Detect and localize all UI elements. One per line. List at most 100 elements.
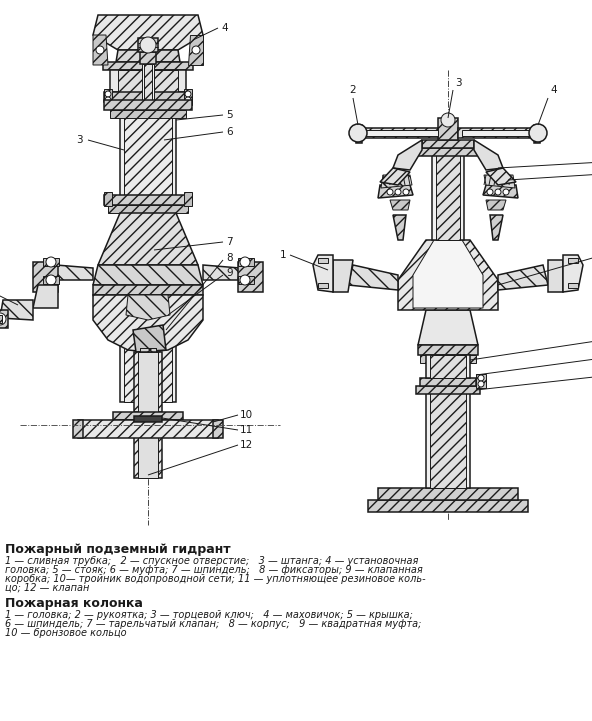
Bar (362, 130, 438, 136)
Polygon shape (313, 255, 333, 292)
Circle shape (240, 257, 250, 267)
Bar (430, 390, 466, 488)
Circle shape (185, 91, 191, 97)
Bar (0, 310, 8, 328)
Bar (138, 352, 158, 412)
Bar (420, 378, 476, 386)
Bar (33, 262, 58, 292)
Bar (104, 92, 192, 102)
Bar (416, 148, 480, 156)
Polygon shape (56, 265, 93, 280)
Text: головка; 5 — стояк; 6 — муфта; 7 — шпиндель;   8 — фиксаторы; 9 — клапанная: головка; 5 — стояк; 6 — муфта; 7 — шпинд… (5, 565, 423, 575)
Bar (104, 192, 112, 206)
Polygon shape (486, 168, 516, 185)
Bar (458, 128, 538, 138)
Bar (120, 420, 176, 428)
Polygon shape (381, 175, 412, 188)
Circle shape (387, 189, 393, 195)
Bar (568, 283, 578, 288)
Polygon shape (133, 325, 166, 352)
Polygon shape (33, 285, 58, 308)
Bar (238, 276, 254, 284)
Bar (138, 38, 158, 52)
Bar (140, 52, 156, 64)
Polygon shape (116, 50, 180, 62)
Circle shape (96, 46, 104, 54)
Polygon shape (563, 255, 583, 292)
Bar (213, 420, 223, 438)
Text: 1: 1 (279, 250, 286, 260)
Bar (124, 102, 172, 402)
Text: 11: 11 (240, 425, 253, 435)
Bar (132, 130, 164, 158)
Bar (184, 192, 192, 206)
Circle shape (0, 313, 6, 325)
Bar (134, 352, 162, 412)
Polygon shape (140, 348, 156, 362)
Text: 4: 4 (550, 85, 556, 95)
Bar (416, 386, 480, 394)
Bar (358, 128, 438, 138)
Polygon shape (486, 200, 506, 210)
Circle shape (478, 375, 484, 381)
Bar (138, 428, 158, 478)
Bar (436, 150, 460, 240)
Polygon shape (98, 213, 198, 265)
Bar (93, 285, 203, 295)
Polygon shape (203, 265, 240, 280)
Bar (430, 355, 466, 378)
Polygon shape (93, 265, 203, 285)
Bar (378, 488, 518, 500)
Bar (476, 374, 486, 388)
Bar (73, 420, 83, 438)
Text: 3: 3 (455, 78, 462, 88)
Text: Пожарный подземный гидрант: Пожарный подземный гидрант (5, 543, 231, 556)
Polygon shape (93, 15, 203, 50)
Polygon shape (548, 260, 563, 292)
Bar (118, 70, 178, 92)
Polygon shape (398, 240, 498, 310)
Text: 9: 9 (226, 268, 233, 278)
Circle shape (349, 124, 367, 142)
Bar (438, 118, 458, 140)
Text: 8: 8 (226, 253, 233, 263)
Polygon shape (483, 185, 518, 198)
Polygon shape (393, 215, 406, 240)
Polygon shape (390, 200, 410, 210)
Text: 1 — головка; 2 — рукоятка; 3 — торцевой ключ;   4 — маховичок; 5 — крышка;: 1 — головка; 2 — рукоятка; 3 — торцевой … (5, 610, 413, 620)
Bar (318, 258, 328, 263)
Polygon shape (484, 175, 515, 188)
Polygon shape (333, 260, 353, 292)
Bar (568, 258, 578, 263)
Text: 4: 4 (221, 23, 228, 33)
Polygon shape (188, 35, 203, 65)
Bar (432, 150, 464, 240)
Text: 6: 6 (226, 127, 233, 137)
Bar (120, 102, 176, 402)
Circle shape (503, 189, 509, 195)
Text: 10: 10 (240, 410, 253, 420)
Polygon shape (378, 185, 413, 198)
Circle shape (105, 91, 111, 97)
Bar (420, 355, 476, 363)
Bar (238, 262, 263, 292)
Bar (104, 195, 192, 205)
Polygon shape (0, 300, 33, 320)
Bar (140, 348, 156, 362)
Circle shape (478, 381, 484, 387)
Text: 10 — бронзовое кольцо: 10 — бронзовое кольцо (5, 628, 127, 638)
Circle shape (487, 189, 493, 195)
Text: 1 — сливная трубка;   2 — спускное отверстие;   3 — штанга; 4 — установочная: 1 — сливная трубка; 2 — спускное отверст… (5, 556, 419, 566)
Bar (43, 276, 59, 284)
Text: 7: 7 (226, 237, 233, 247)
Bar (104, 100, 192, 110)
Bar (0, 315, 2, 323)
Bar (534, 125, 540, 143)
Polygon shape (418, 310, 478, 345)
Polygon shape (413, 240, 483, 308)
Polygon shape (93, 295, 203, 352)
Polygon shape (126, 295, 170, 320)
Bar (418, 345, 478, 355)
Polygon shape (93, 35, 108, 65)
Bar (43, 258, 59, 266)
